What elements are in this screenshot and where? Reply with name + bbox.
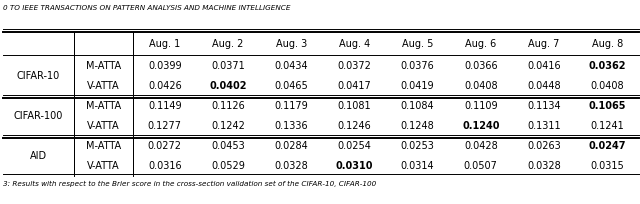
Text: 0.1246: 0.1246	[337, 120, 371, 130]
Text: 0.1277: 0.1277	[148, 120, 182, 130]
Text: Aug. 5: Aug. 5	[402, 39, 433, 49]
Text: 0.1248: 0.1248	[401, 120, 435, 130]
Text: 0.1065: 0.1065	[588, 100, 626, 110]
Text: 0.0371: 0.0371	[211, 61, 245, 71]
Text: 0.0453: 0.0453	[211, 140, 245, 150]
Text: 0.0247: 0.0247	[588, 140, 626, 150]
Text: V-ATTA: V-ATTA	[87, 120, 120, 130]
Text: 0.1134: 0.1134	[527, 100, 561, 110]
Text: 0.0316: 0.0316	[148, 160, 182, 170]
Text: 0.0426: 0.0426	[148, 81, 182, 91]
Text: Aug. 7: Aug. 7	[528, 39, 559, 49]
Text: 0.1109: 0.1109	[464, 100, 497, 110]
Text: CIFAR-100: CIFAR-100	[14, 110, 63, 120]
Text: M-ATTA: M-ATTA	[86, 61, 121, 71]
Text: 0.0419: 0.0419	[401, 81, 435, 91]
Text: 0.0372: 0.0372	[337, 61, 371, 71]
Text: 0.0408: 0.0408	[590, 81, 624, 91]
Text: 0.0416: 0.0416	[527, 61, 561, 71]
Text: 0.0417: 0.0417	[337, 81, 371, 91]
Text: V-ATTA: V-ATTA	[87, 160, 120, 170]
Text: 0.1241: 0.1241	[590, 120, 624, 130]
Text: 0.0310: 0.0310	[335, 160, 373, 170]
Text: 0.1336: 0.1336	[275, 120, 308, 130]
Text: 0.0402: 0.0402	[209, 81, 247, 91]
Text: Aug. 1: Aug. 1	[149, 39, 180, 49]
Text: 0.0529: 0.0529	[211, 160, 245, 170]
Text: CIFAR-10: CIFAR-10	[17, 71, 60, 81]
Text: 0.0399: 0.0399	[148, 61, 182, 71]
Text: 0.1242: 0.1242	[211, 120, 245, 130]
Text: 0.0328: 0.0328	[527, 160, 561, 170]
Text: 0.0465: 0.0465	[275, 81, 308, 91]
Text: Aug. 4: Aug. 4	[339, 39, 370, 49]
Text: 0.0315: 0.0315	[590, 160, 624, 170]
Text: 0.0362: 0.0362	[588, 61, 626, 71]
Text: 0.0366: 0.0366	[464, 61, 497, 71]
Text: 0.1084: 0.1084	[401, 100, 435, 110]
Text: 0.0434: 0.0434	[275, 61, 308, 71]
Text: 0.0263: 0.0263	[527, 140, 561, 150]
Text: 0.0328: 0.0328	[275, 160, 308, 170]
Text: Aug. 2: Aug. 2	[212, 39, 244, 49]
Text: Aug. 6: Aug. 6	[465, 39, 497, 49]
Text: 0.1179: 0.1179	[275, 100, 308, 110]
Text: Aug. 3: Aug. 3	[276, 39, 307, 49]
Text: 0.0254: 0.0254	[337, 140, 371, 150]
Text: 0.0428: 0.0428	[464, 140, 498, 150]
Text: 0.0408: 0.0408	[464, 81, 497, 91]
Text: 0.0376: 0.0376	[401, 61, 435, 71]
Text: 0.1311: 0.1311	[527, 120, 561, 130]
Text: 0.0314: 0.0314	[401, 160, 435, 170]
Text: 0.1126: 0.1126	[211, 100, 245, 110]
Text: M-ATTA: M-ATTA	[86, 100, 121, 110]
Text: 0.1149: 0.1149	[148, 100, 182, 110]
Text: 0.0284: 0.0284	[275, 140, 308, 150]
Text: 0.0272: 0.0272	[148, 140, 182, 150]
Text: M-ATTA: M-ATTA	[86, 140, 121, 150]
Text: V-ATTA: V-ATTA	[87, 81, 120, 91]
Text: Aug. 8: Aug. 8	[591, 39, 623, 49]
Text: 0.0507: 0.0507	[464, 160, 498, 170]
Text: 0 TO IEEE TRANSACTIONS ON PATTERN ANALYSIS AND MACHINE INTELLIGENCE: 0 TO IEEE TRANSACTIONS ON PATTERN ANALYS…	[3, 5, 291, 11]
Text: 0.0253: 0.0253	[401, 140, 435, 150]
Text: 0.0448: 0.0448	[527, 81, 561, 91]
Text: 3: Results with respect to the Brier score in the cross-section validation set o: 3: Results with respect to the Brier sco…	[3, 180, 376, 186]
Text: 0.1081: 0.1081	[337, 100, 371, 110]
Text: AID: AID	[30, 150, 47, 160]
Text: 0.1240: 0.1240	[462, 120, 499, 130]
